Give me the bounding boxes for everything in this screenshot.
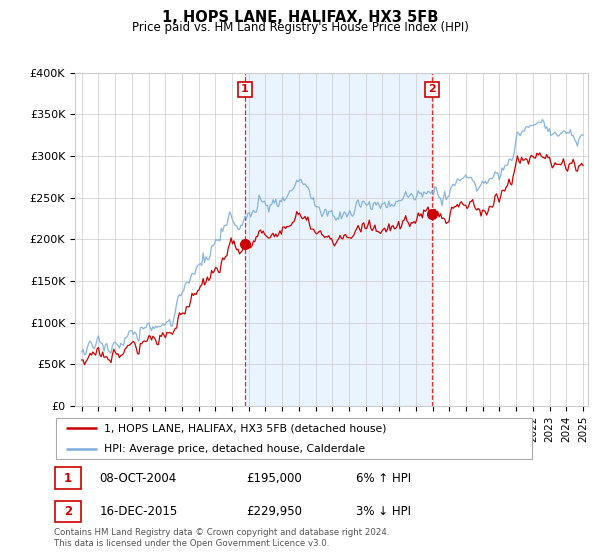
Text: Contains HM Land Registry data © Crown copyright and database right 2024.: Contains HM Land Registry data © Crown c… bbox=[54, 528, 389, 537]
Text: 6% ↑ HPI: 6% ↑ HPI bbox=[356, 472, 412, 484]
Text: 16-DEC-2015: 16-DEC-2015 bbox=[100, 505, 178, 518]
Text: 08-OCT-2004: 08-OCT-2004 bbox=[100, 472, 177, 484]
Text: HPI: Average price, detached house, Calderdale: HPI: Average price, detached house, Cald… bbox=[104, 444, 365, 454]
Text: 3% ↓ HPI: 3% ↓ HPI bbox=[356, 505, 412, 518]
Text: 1, HOPS LANE, HALIFAX, HX3 5FB: 1, HOPS LANE, HALIFAX, HX3 5FB bbox=[162, 10, 438, 25]
Text: 2: 2 bbox=[64, 505, 72, 518]
FancyBboxPatch shape bbox=[56, 418, 532, 459]
FancyBboxPatch shape bbox=[55, 501, 81, 522]
Text: 1, HOPS LANE, HALIFAX, HX3 5FB (detached house): 1, HOPS LANE, HALIFAX, HX3 5FB (detached… bbox=[104, 423, 387, 433]
Text: Price paid vs. HM Land Registry's House Price Index (HPI): Price paid vs. HM Land Registry's House … bbox=[131, 21, 469, 34]
Bar bbox=[245, 73, 432, 406]
Text: £229,950: £229,950 bbox=[246, 505, 302, 518]
Text: 1: 1 bbox=[64, 472, 72, 484]
Text: 1: 1 bbox=[241, 85, 249, 95]
Text: 2: 2 bbox=[428, 85, 436, 95]
Text: £195,000: £195,000 bbox=[246, 472, 302, 484]
Text: This data is licensed under the Open Government Licence v3.0.: This data is licensed under the Open Gov… bbox=[54, 539, 329, 548]
FancyBboxPatch shape bbox=[55, 467, 81, 489]
